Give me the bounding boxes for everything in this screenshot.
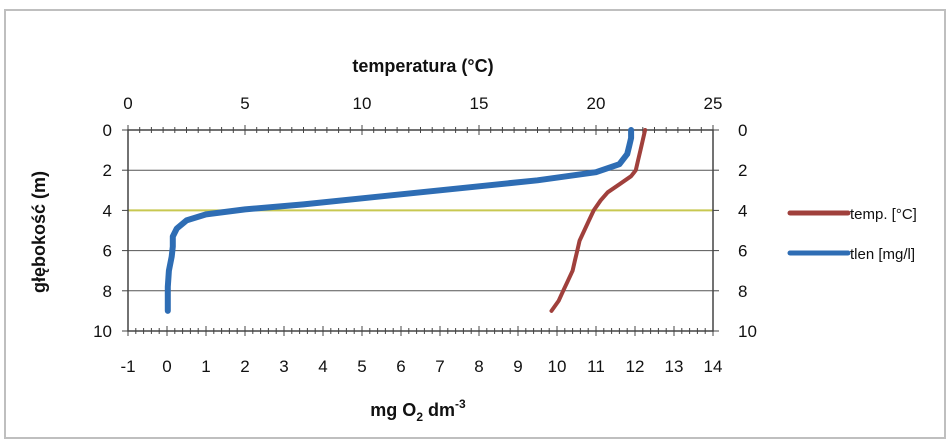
top-tick-label-0: 0	[123, 94, 132, 113]
bottom-tick-label-13: 13	[665, 357, 684, 376]
bottom-tick-label-12: 12	[626, 357, 645, 376]
top-tick-label-25: 25	[704, 94, 723, 113]
bottom-axis-title-sub: 2	[416, 410, 423, 424]
bottom-tick-label-0: 0	[162, 357, 171, 376]
left-tick-label-8: 8	[103, 282, 112, 301]
temp-series-line	[549, 128, 648, 313]
legend-tlen-label: tlen [mg/l]	[850, 246, 915, 263]
left-tick-label-0: 0	[103, 121, 112, 140]
bottom-tick-label-8: 8	[474, 357, 483, 376]
left-tick-label-10: 10	[93, 322, 112, 341]
bottom-axis-title-sup: -3	[455, 397, 466, 411]
right-tick-label-0: 0	[738, 121, 747, 140]
bottom-tick-label-7: 7	[435, 357, 444, 376]
bottom-axis-title: mg O2 dm-3	[370, 397, 466, 424]
axes	[122, 125, 719, 336]
right-tick-label-4: 4	[738, 201, 747, 220]
right-tick-label-10: 10	[738, 322, 757, 341]
bottom-axis-title-main: mg O	[370, 400, 416, 420]
left-tick-label-4: 4	[103, 201, 112, 220]
bottom-tick-label-6: 6	[396, 357, 405, 376]
top-tick-label-10: 10	[353, 94, 372, 113]
top-tick-label-15: 15	[470, 94, 489, 113]
top-tick-label-5: 5	[240, 94, 249, 113]
bottom-tick-label-10: 10	[548, 357, 567, 376]
bottom-axis-title-unit: dm	[423, 400, 455, 420]
right-tick-label-2: 2	[738, 161, 747, 180]
top-tick-label-20: 20	[587, 94, 606, 113]
bottom-tick-label-2: 2	[240, 357, 249, 376]
top-axis-title: temperatura (°C)	[352, 56, 493, 76]
bottom-tick-label-3: 3	[279, 357, 288, 376]
tick-labels: 0 5 10 15 20 25-1 0 1 2 3 4 5 6 7 8 9 10 11 12 13 1402468100…	[93, 94, 757, 376]
bottom-tick-label-11: 11	[587, 357, 605, 376]
bottom-tick-label-9: 9	[513, 357, 522, 376]
left-tick-label-2: 2	[103, 161, 112, 180]
oxygen-series-line	[164, 127, 635, 314]
left-axis-title: głębokość (m)	[29, 171, 49, 293]
right-tick-label-6: 6	[738, 242, 747, 261]
series-lines	[164, 127, 648, 314]
bottom-tick-label-4: 4	[318, 357, 327, 376]
chart-area-border	[4, 9, 946, 439]
bottom-tick-label-14: 14	[704, 357, 723, 376]
bottom-tick-label-1: 1	[201, 357, 210, 376]
bottom-tick-label--1: -1	[120, 357, 135, 376]
legend-temp-label: temp. [°C]	[850, 206, 917, 223]
bottom-tick-label-5: 5	[357, 357, 366, 376]
legend: temp. [°C] tlen [mg/l]	[787, 206, 917, 263]
right-tick-label-8: 8	[738, 282, 747, 301]
left-tick-label-6: 6	[103, 242, 112, 261]
